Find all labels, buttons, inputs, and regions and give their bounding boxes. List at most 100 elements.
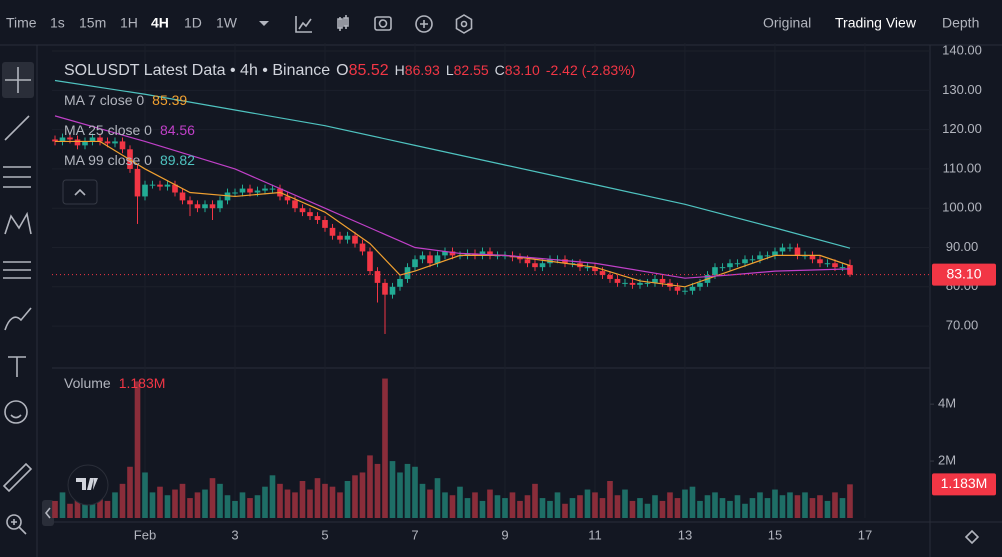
candle-body [734, 263, 741, 265]
camera-lens [378, 19, 388, 28]
candle-body [359, 243, 366, 252]
line-tool[interactable] [4, 115, 30, 141]
candle-body [172, 184, 178, 193]
add-plus [420, 20, 428, 28]
collapse-button[interactable] [42, 500, 54, 526]
candle-body [652, 278, 658, 283]
volume-bar [352, 475, 358, 518]
interval[interactable]: 15m [79, 15, 106, 31]
volume-bar [442, 492, 448, 518]
x-tick-label: 3 [231, 527, 238, 542]
ma-legend: MA 25 close 0 84.56 [64, 122, 195, 138]
fib-tool[interactable] [3, 166, 31, 188]
candle-icon[interactable] [337, 15, 349, 31]
settings-dot [460, 20, 468, 28]
y-tick-label: 100.00 [942, 200, 982, 215]
volume-bar [487, 489, 493, 518]
volume-badge [932, 473, 996, 496]
camera-icon[interactable] [374, 16, 392, 31]
view-tab-active[interactable]: Trading View [835, 15, 917, 31]
volume-bar [622, 489, 628, 518]
zoom-tool[interactable] [6, 514, 22, 530]
dropdown[interactable] [259, 21, 269, 26]
volume-bar [209, 478, 216, 518]
volume-bar [254, 495, 261, 518]
volume-bar [517, 500, 523, 518]
candle-body [292, 200, 298, 209]
volume-badge-label: 1.183M [941, 475, 988, 491]
volume-bar [607, 481, 613, 518]
ma-name: MA 99 close 0 [64, 152, 152, 168]
crosshair-tool[interactable] [5, 67, 31, 93]
volume-bar [689, 486, 696, 518]
candle-body [622, 282, 628, 284]
candle-body [434, 255, 441, 264]
text-tool[interactable] [8, 356, 26, 377]
volume-bar [97, 489, 103, 518]
volume-bar [584, 489, 591, 518]
volume-bar [187, 498, 193, 518]
candle-body [194, 204, 201, 209]
interval[interactable]: 1H [120, 15, 138, 31]
collapse-legend[interactable] [62, 179, 98, 205]
interval[interactable]: 1D [184, 15, 202, 31]
volume-bar [629, 500, 636, 518]
x-tick-label: 17 [858, 527, 872, 542]
top-bar: Time 1s 15m 1H 4H 1D 1W Original Trading… [6, 14, 979, 34]
pattern-tool[interactable] [4, 211, 32, 235]
volume-bar [599, 498, 606, 518]
ma-line [54, 115, 850, 279]
candle-body [322, 220, 328, 228]
settings-icon[interactable] [964, 529, 980, 545]
candle-body [67, 137, 73, 140]
indicator-icon[interactable] [295, 16, 312, 33]
brush-tool[interactable] [4, 307, 32, 331]
volume-bar [577, 495, 583, 518]
volume-bar [299, 481, 306, 518]
candle-body [719, 267, 726, 269]
settings-icon[interactable] [455, 14, 473, 34]
candle-body [74, 139, 81, 146]
candle-body [464, 253, 471, 256]
emoji-tool[interactable] [4, 400, 28, 424]
measure-tool[interactable] [3, 261, 31, 279]
volume-value: 1.183M [119, 375, 166, 391]
volume-bar [667, 492, 673, 518]
volume-bar [817, 495, 823, 518]
ma-value: 89.82 [160, 152, 195, 168]
volume-bar [644, 503, 651, 518]
interval[interactable]: Time [6, 15, 37, 31]
volume-bar [509, 492, 516, 518]
volume-bar [337, 492, 343, 518]
candle-body [629, 282, 636, 285]
volume-bar [52, 500, 58, 518]
add-icon[interactable] [415, 15, 433, 33]
interval[interactable]: 1W [216, 15, 238, 31]
ma-line [54, 79, 851, 249]
collapse-legend-arrow [74, 188, 86, 196]
candle-body [532, 263, 538, 268]
y-tick-label: 140.00 [942, 42, 982, 57]
view-tab[interactable]: Depth [942, 15, 979, 31]
volume-bar [764, 498, 771, 518]
candle-body [164, 184, 171, 187]
interval[interactable]: 1s [50, 15, 65, 31]
interval-active[interactable]: 4H [151, 15, 169, 31]
candle-body [224, 192, 231, 201]
candle-body [524, 259, 531, 264]
volume-bar [802, 492, 808, 518]
candle-body [764, 255, 771, 257]
volume-bar [554, 492, 561, 518]
view-tab[interactable]: Original [763, 15, 811, 31]
volume-bar [382, 378, 388, 518]
candle-body [592, 267, 598, 272]
volume-bar [269, 475, 276, 518]
volume-bar [374, 463, 381, 518]
candle-body [382, 282, 388, 295]
ruler-tool[interactable] [2, 462, 33, 493]
volume-bar [404, 463, 411, 518]
candle-body [179, 192, 186, 201]
volume-bar [809, 498, 816, 518]
last-price-label: 83.10 [946, 265, 981, 281]
volume-bar [682, 489, 688, 518]
